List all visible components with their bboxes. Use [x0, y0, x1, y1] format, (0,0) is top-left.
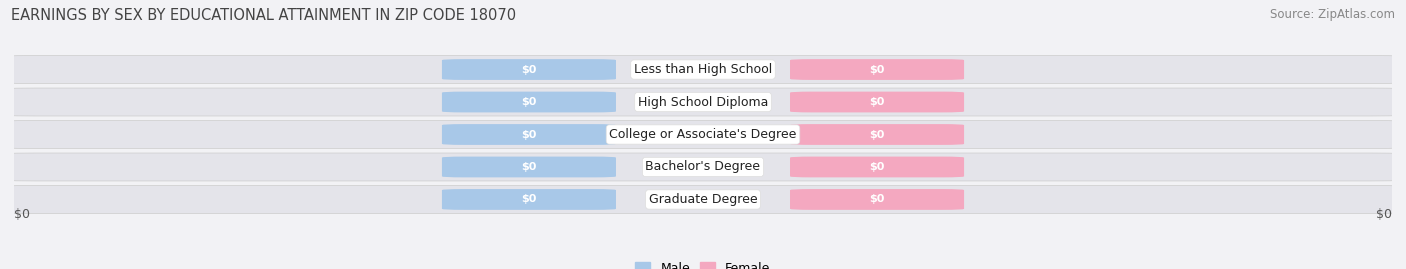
FancyBboxPatch shape — [441, 189, 616, 210]
Text: $0: $0 — [869, 162, 884, 172]
Legend: Male, Female: Male, Female — [630, 257, 776, 269]
Text: $0: $0 — [869, 97, 884, 107]
FancyBboxPatch shape — [441, 59, 616, 80]
Text: $0: $0 — [522, 65, 537, 75]
FancyBboxPatch shape — [790, 92, 965, 112]
Text: $0: $0 — [522, 194, 537, 204]
Text: Bachelor's Degree: Bachelor's Degree — [645, 161, 761, 174]
FancyBboxPatch shape — [0, 186, 1406, 213]
Text: $0: $0 — [1376, 208, 1392, 221]
Text: High School Diploma: High School Diploma — [638, 95, 768, 108]
FancyBboxPatch shape — [790, 59, 965, 80]
Text: EARNINGS BY SEX BY EDUCATIONAL ATTAINMENT IN ZIP CODE 18070: EARNINGS BY SEX BY EDUCATIONAL ATTAINMEN… — [11, 8, 516, 23]
FancyBboxPatch shape — [790, 189, 965, 210]
FancyBboxPatch shape — [0, 121, 1406, 148]
Text: $0: $0 — [522, 162, 537, 172]
Text: College or Associate's Degree: College or Associate's Degree — [609, 128, 797, 141]
Text: $0: $0 — [869, 129, 884, 140]
FancyBboxPatch shape — [0, 56, 1406, 83]
Text: $0: $0 — [14, 208, 30, 221]
Text: $0: $0 — [522, 97, 537, 107]
Text: $0: $0 — [869, 194, 884, 204]
FancyBboxPatch shape — [790, 157, 965, 177]
FancyBboxPatch shape — [441, 92, 616, 112]
Text: Graduate Degree: Graduate Degree — [648, 193, 758, 206]
FancyBboxPatch shape — [441, 124, 616, 145]
Text: $0: $0 — [869, 65, 884, 75]
Text: $0: $0 — [522, 129, 537, 140]
FancyBboxPatch shape — [441, 157, 616, 177]
FancyBboxPatch shape — [0, 153, 1406, 181]
FancyBboxPatch shape — [0, 88, 1406, 116]
Text: Source: ZipAtlas.com: Source: ZipAtlas.com — [1270, 8, 1395, 21]
Text: Less than High School: Less than High School — [634, 63, 772, 76]
FancyBboxPatch shape — [790, 124, 965, 145]
